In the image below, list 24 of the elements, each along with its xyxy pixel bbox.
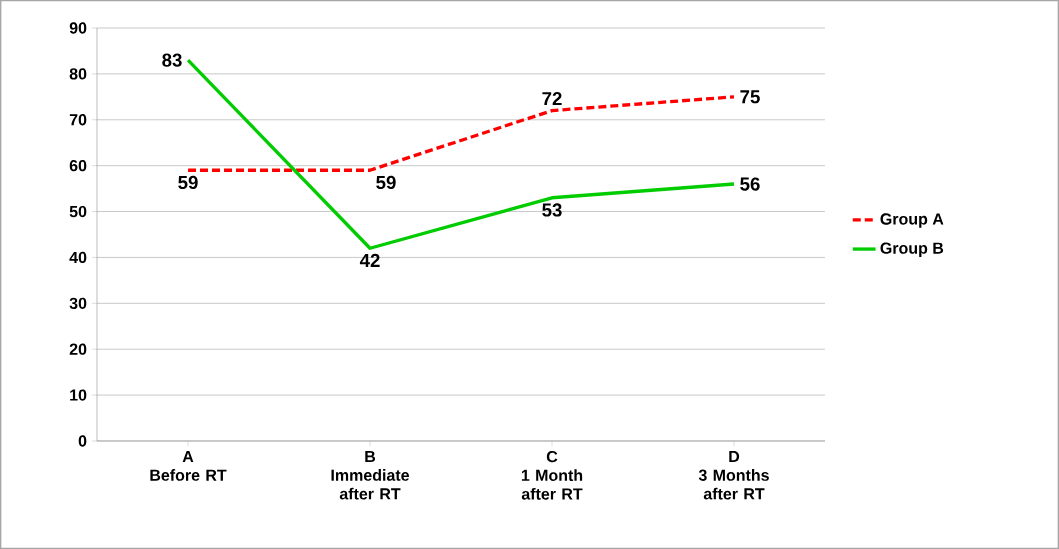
x-tick-label: A Before RT (150, 451, 227, 481)
x-tick-label: C 1 Month after RT (521, 451, 583, 500)
legend-label: Group A (880, 213, 944, 228)
x-tick-label: B Immediate after RT (331, 451, 410, 500)
x-tick-label: D 3 Months after RT (698, 451, 769, 500)
y-tick-label: 10 (70, 389, 87, 401)
data-label: 75 (740, 90, 760, 104)
data-label: 53 (542, 203, 562, 217)
y-tick-label: 90 (69, 22, 87, 34)
legend-label: Group B (880, 242, 944, 257)
y-tick-label: 60 (69, 160, 87, 172)
y-tick-label: 0 (78, 435, 87, 447)
data-label: 59 (376, 175, 396, 190)
y-tick-label: 20 (69, 343, 87, 355)
data-label: 83 (162, 53, 182, 67)
data-label: 56 (740, 177, 760, 191)
data-label: 59 (178, 175, 198, 190)
y-tick-label: 40 (69, 251, 87, 264)
data-label: 42 (359, 253, 380, 267)
y-tick-label: 80 (69, 68, 87, 80)
y-tick-label: 50 (69, 205, 87, 218)
y-tick-label: 30 (69, 297, 87, 310)
data-label: 72 (542, 91, 562, 105)
y-tick-label: 70 (69, 114, 87, 126)
